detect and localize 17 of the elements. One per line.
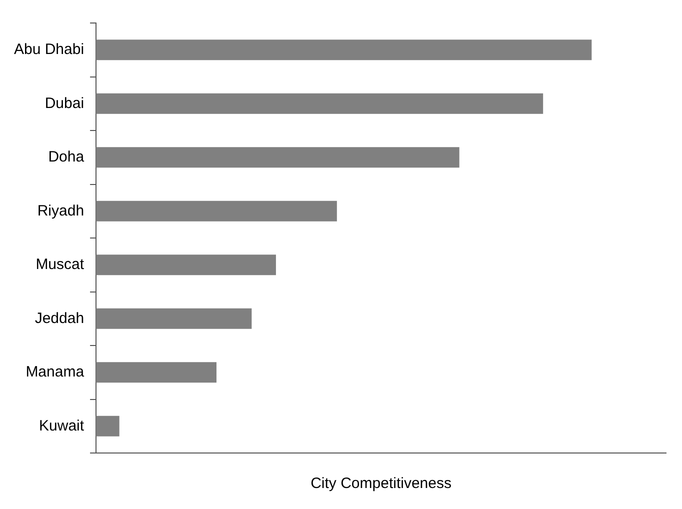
y-tick-label: Abu Dhabi <box>14 41 84 58</box>
x-axis-title: City Competitiveness <box>310 475 452 492</box>
y-tick-label: Riyadh <box>37 202 84 220</box>
bar <box>96 93 544 114</box>
y-tick-label: Kuwait <box>39 417 85 434</box>
y-tick-label: Doha <box>48 148 85 166</box>
bar <box>96 200 337 222</box>
bar <box>96 416 120 436</box>
bar <box>96 40 592 60</box>
y-tick-label: Manama <box>26 364 85 381</box>
y-tick-label: Jeddah <box>34 310 84 327</box>
bar <box>96 308 252 329</box>
bar <box>96 362 216 383</box>
y-tick-label: Muscat <box>36 256 85 274</box>
bar <box>96 147 460 168</box>
bar <box>96 254 276 276</box>
y-tick-label: Dubai <box>44 94 84 112</box>
